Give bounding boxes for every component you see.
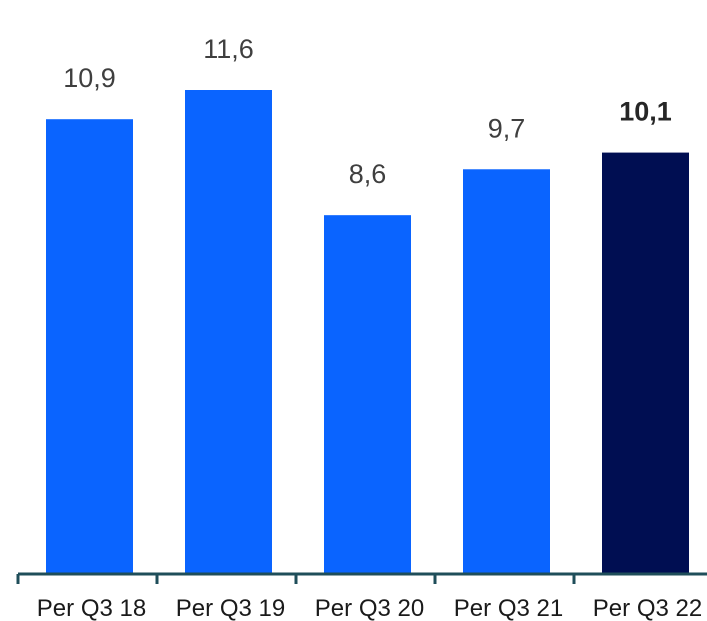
value-label: 9,7	[488, 113, 526, 143]
x-tick-label: Per Q3 22	[593, 595, 702, 621]
value-label: 10,1	[619, 97, 672, 127]
value-label: 10,9	[63, 63, 116, 93]
bar-per-q3-20	[324, 215, 411, 574]
x-axis	[16, 572, 707, 584]
x-tick-label: Per Q3 20	[315, 595, 424, 621]
bar-per-q3-18	[46, 119, 133, 574]
value-label: 8,6	[349, 159, 387, 189]
value-label: 11,6	[203, 34, 254, 64]
bar-per-q3-22	[602, 152, 689, 574]
bars-group	[46, 90, 689, 574]
x-tick-label: Per Q3 19	[176, 595, 285, 621]
x-tick-labels-group: Per Q3 18 Per Q3 19 Per Q3 20 Per Q3 21 Per …	[37, 595, 702, 621]
x-tick-label: Per Q3 21	[454, 595, 563, 621]
bar-per-q3-19	[185, 90, 272, 574]
x-tick-label: Per Q3 18	[37, 595, 146, 621]
bar-per-q3-21	[463, 169, 550, 574]
value-labels-group: 10,9 11,6 8,6 9,7 10,1	[63, 34, 672, 189]
